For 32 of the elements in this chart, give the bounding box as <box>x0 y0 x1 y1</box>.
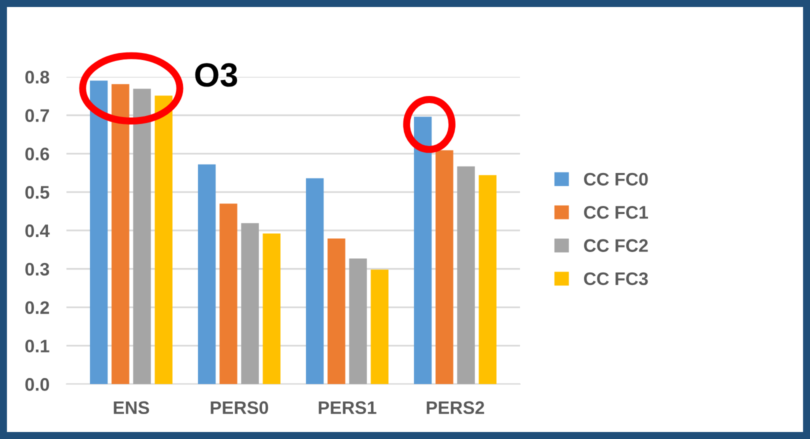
bar <box>90 80 108 384</box>
annotation: O3 <box>195 63 238 87</box>
y-tick-label: 0.3 <box>25 262 50 276</box>
bar <box>349 258 367 384</box>
legend-label: CC FC0 <box>584 172 648 186</box>
legend-label: CC FC1 <box>584 206 648 219</box>
legend-label: CC FC3 <box>584 272 648 286</box>
bar <box>262 234 280 384</box>
y-tick-label: 0.2 <box>25 301 50 314</box>
bar <box>328 238 346 384</box>
bar <box>220 204 238 384</box>
bar <box>478 175 496 384</box>
y-tick-label: 0.1 <box>25 340 50 352</box>
x-tick-label: PERS0 <box>210 401 268 414</box>
bar <box>457 166 475 384</box>
y-tick-label: 0.6 <box>25 148 50 160</box>
bar <box>241 223 259 384</box>
bar <box>154 96 172 384</box>
x-tick-label: PERS1 <box>318 401 376 414</box>
legend-label: CC FC2 <box>584 239 648 252</box>
y-tick-label: 0.7 <box>25 109 49 122</box>
y-tick-label: 0.4 <box>25 224 50 238</box>
y-tick-label: 0.5 <box>25 186 50 199</box>
y-tick-label: 0.8 <box>25 70 50 84</box>
y-tick-label: 0.0 <box>25 378 50 391</box>
bar <box>370 270 388 384</box>
x-tick-label: PERS2 <box>426 401 484 414</box>
bar <box>112 84 130 384</box>
bar <box>198 164 216 384</box>
bar <box>133 88 151 384</box>
bar <box>306 178 324 384</box>
x-tick-label: ENS <box>114 401 150 414</box>
